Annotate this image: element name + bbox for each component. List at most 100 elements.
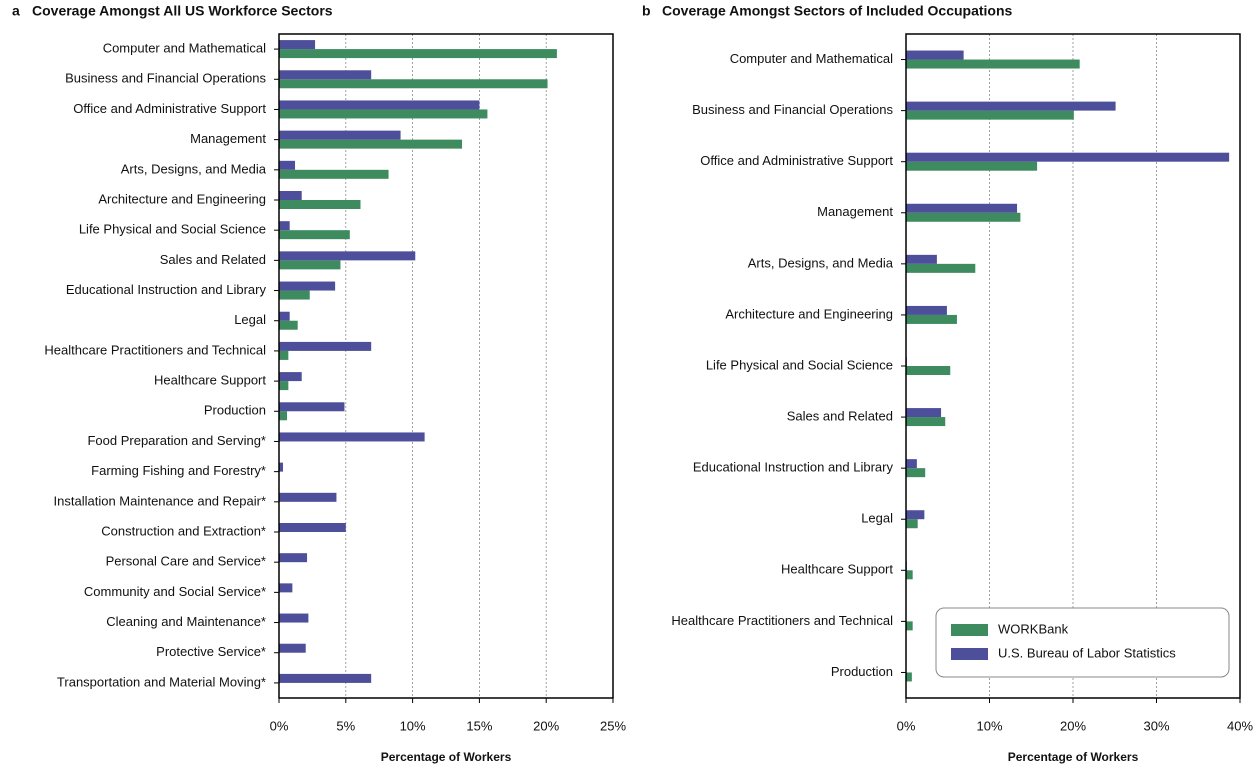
- y-tick-label: Management: [190, 131, 266, 146]
- chart-title: Coverage Amongst Sectors of Included Occ…: [662, 3, 1013, 19]
- bar: [279, 191, 302, 200]
- y-tick-label: Cleaning and Maintenance*: [106, 614, 266, 629]
- bar: [906, 510, 925, 520]
- bar: [906, 110, 1074, 120]
- x-axis-label: Percentage of Workers: [381, 750, 512, 764]
- y-tick-label: Legal: [861, 511, 893, 526]
- bar: [279, 260, 341, 270]
- bar: [906, 408, 942, 418]
- bar: [906, 621, 913, 631]
- bar: [906, 101, 1116, 111]
- y-tick-label: Educational Instruction and Library: [66, 282, 267, 297]
- bar: [279, 320, 298, 330]
- bar: [279, 251, 416, 261]
- x-tick-label: 30%: [1143, 718, 1169, 733]
- y-tick-label: Transportation and Material Moving*: [57, 674, 266, 689]
- bar: [279, 432, 425, 442]
- y-tick-label: Healthcare Practitioners and Technical: [671, 613, 893, 628]
- bar: [279, 290, 310, 300]
- bar: [906, 672, 912, 682]
- plot-frame: [278, 33, 614, 699]
- panel-label: a: [12, 3, 20, 19]
- x-tick-label: 15%: [466, 718, 492, 733]
- bar: [279, 673, 372, 683]
- x-tick-label: 10%: [400, 718, 426, 733]
- bar: [906, 263, 976, 273]
- y-tick-label: Construction and Extraction*: [101, 523, 266, 538]
- x-tick-label: 5%: [336, 718, 355, 733]
- bar: [279, 341, 372, 351]
- y-tick-label: Personal Care and Service*: [106, 554, 266, 569]
- y-tick-label: Computer and Mathematical: [730, 51, 893, 66]
- y-tick-label: Business and Financial Operations: [65, 71, 266, 86]
- bar: [906, 152, 1230, 162]
- y-tick-label: Architecture and Engineering: [98, 191, 266, 206]
- bar: [279, 40, 316, 50]
- legend-swatch: [951, 624, 988, 636]
- bar: [279, 583, 293, 593]
- y-tick-label: Computer and Mathematical: [103, 41, 266, 56]
- y-tick-label: Management: [817, 204, 893, 219]
- y-tick-label: Business and Financial Operations: [692, 102, 893, 117]
- y-tick-label: Life Physical and Social Science: [706, 357, 893, 372]
- bar: [279, 160, 296, 170]
- x-tick-label: 0%: [897, 718, 916, 733]
- y-tick-label: Protective Service*: [156, 644, 266, 659]
- bar: [906, 570, 913, 580]
- y-tick-label: Life Physical and Social Science: [79, 222, 266, 237]
- legend-swatch: [951, 648, 988, 660]
- bar: [279, 643, 306, 653]
- bar: [906, 212, 1021, 222]
- legend-label: WORKBank: [998, 621, 1069, 636]
- x-tick-label: 20%: [533, 718, 559, 733]
- bar: [279, 462, 284, 472]
- legend-box: [935, 607, 1230, 678]
- y-tick-label: Installation Maintenance and Repair*: [54, 493, 266, 508]
- y-tick-label: Healthcare Support: [154, 373, 266, 388]
- bar: [279, 553, 308, 563]
- legend-label: U.S. Bureau of Labor Statistics: [998, 645, 1176, 660]
- y-tick-label: Community and Social Service*: [84, 584, 266, 599]
- y-tick-label: Educational Instruction and Library: [693, 460, 894, 475]
- bar: [279, 100, 480, 110]
- y-tick-label: Sales and Related: [787, 409, 893, 424]
- y-tick-label: Food Preparation and Serving*: [87, 433, 266, 448]
- bar: [279, 130, 401, 140]
- y-tick-label: Arts, Designs, and Media: [748, 255, 894, 270]
- bar: [279, 492, 337, 502]
- x-tick-label: 40%: [1227, 718, 1253, 733]
- bar: [279, 221, 290, 231]
- bar: [279, 523, 346, 532]
- bar: [906, 254, 937, 264]
- bar: [906, 161, 1038, 171]
- bar: [279, 350, 289, 360]
- bar: [279, 79, 548, 89]
- x-tick-label: 10%: [976, 718, 1002, 733]
- y-tick-label: Legal: [234, 312, 266, 327]
- bar: [279, 230, 350, 240]
- bar: [906, 50, 964, 60]
- y-tick-label: Healthcare Practitioners and Technical: [44, 342, 266, 357]
- bar: [279, 281, 336, 291]
- bar: [906, 417, 946, 427]
- y-tick-label: Office and Administrative Support: [700, 153, 893, 168]
- bar: [279, 381, 289, 391]
- bar: [279, 109, 488, 119]
- x-tick-label: 0%: [270, 718, 289, 733]
- bar: [279, 49, 557, 59]
- y-tick-label: Farming Fishing and Forestry*: [91, 463, 266, 478]
- bar: [906, 305, 947, 315]
- bar: [279, 372, 302, 382]
- y-tick-label: Architecture and Engineering: [725, 306, 893, 321]
- bar: [279, 411, 288, 421]
- y-tick-label: Arts, Designs, and Media: [121, 161, 267, 176]
- bar: [906, 459, 917, 469]
- x-axis-label: Percentage of Workers: [1008, 750, 1139, 764]
- bar: [279, 200, 361, 209]
- bar: [279, 613, 309, 623]
- bar: [279, 169, 389, 179]
- y-tick-label: Sales and Related: [160, 252, 266, 267]
- plot-frame: [905, 33, 1241, 699]
- y-tick-label: Production: [204, 403, 266, 418]
- bar: [906, 519, 918, 529]
